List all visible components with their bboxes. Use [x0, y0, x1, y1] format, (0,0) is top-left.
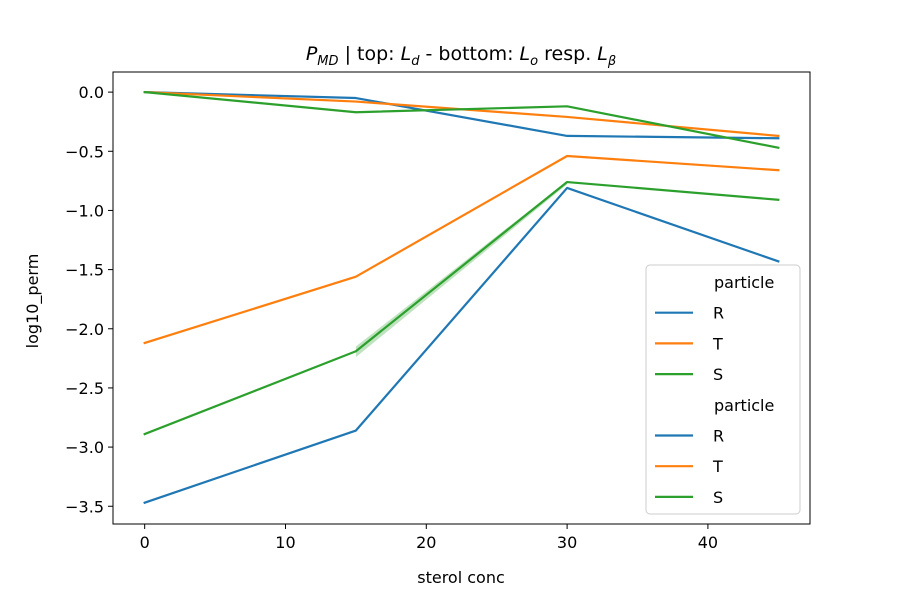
legend-entry-T: T: [712, 457, 723, 476]
series-line-top-R: [143, 90, 780, 140]
series-line-bottom-S: [143, 180, 780, 436]
legend-entry-T: T: [712, 334, 723, 353]
y-axis-label: log10_perm: [23, 254, 43, 349]
series-lines: [143, 90, 780, 505]
x-tick-label: 0: [140, 533, 150, 552]
chart-title: PMD | top: Ld - bottom: Lo resp. Lβ: [306, 43, 616, 69]
series-line-bottom-R: [143, 186, 780, 505]
y-axis-ticks: 0.0 −0.5 −1.0 −1.5 −2.0 −2.5 −3.0 −3.5: [65, 83, 113, 516]
x-tick-label: 10: [275, 533, 295, 552]
plot-frame: [112, 71, 811, 525]
legend-title: particle: [714, 396, 774, 415]
x-tick-label: 30: [557, 533, 577, 552]
y-tick-label: 0.0: [79, 83, 104, 102]
series-line-bottom-T: [143, 154, 780, 345]
y-tick-label: −2.0: [65, 320, 104, 339]
y-tick-label: −3.5: [65, 497, 104, 516]
legend-title: particle: [714, 273, 774, 292]
legend-entry-S: S: [713, 488, 723, 507]
legend-entry-R: R: [713, 427, 724, 446]
y-tick-label: −3.0: [65, 438, 104, 457]
y-tick-label: −0.5: [65, 142, 104, 161]
legend-box: [645, 264, 801, 515]
x-tick-label: 40: [698, 533, 718, 552]
x-axis-ticks: 0 10 20 30 40: [140, 524, 718, 552]
y-tick-label: −1.5: [65, 261, 104, 280]
legend-entry-S: S: [713, 365, 723, 384]
y-tick-label: −1.0: [65, 201, 104, 220]
legend-entry-R: R: [713, 304, 724, 323]
y-tick-label: −2.5: [65, 379, 104, 398]
x-tick-label: 20: [416, 533, 436, 552]
x-axis-label: sterol conc: [417, 568, 505, 587]
series-line-top-S: [143, 90, 780, 150]
